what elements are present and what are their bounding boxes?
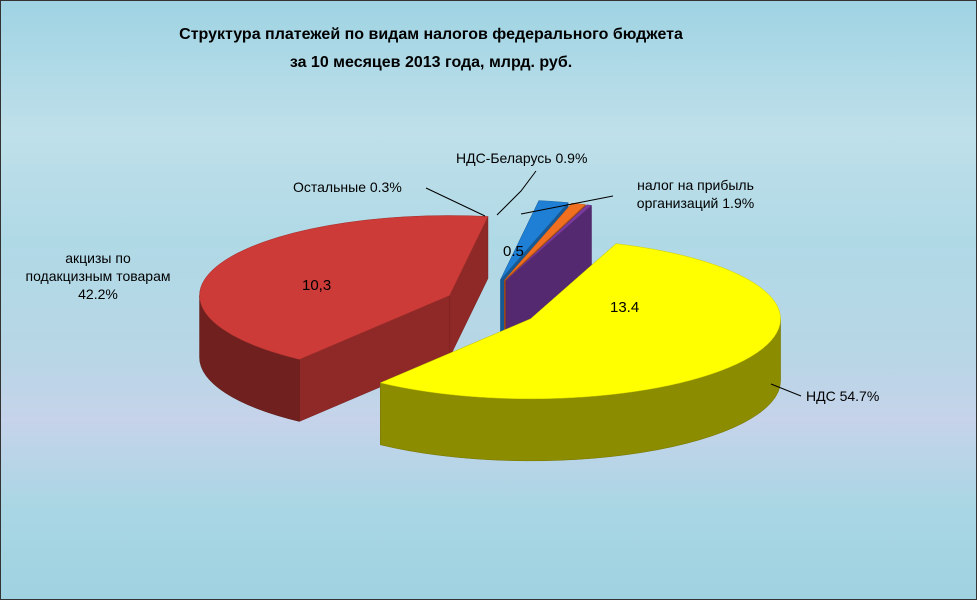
slice [199, 215, 489, 360]
data-label: налог на прибыль организаций 1.9% [613, 176, 778, 212]
percent-label: 0.3% [369, 179, 402, 195]
chart-title: Структура платежей по видам налогов феде… [179, 26, 683, 71]
category-name: налог на прибыль организаций [636, 177, 754, 211]
slice [500, 200, 569, 280]
slice [379, 243, 781, 400]
amount-label: 10,3 [302, 277, 332, 294]
percent-label: 0.9% [555, 150, 588, 166]
category-name: НДС [806, 388, 836, 404]
data-label: НДС-Беларусь 0.9% [456, 149, 587, 167]
leader-line [520, 195, 614, 215]
category-name: Остальные [293, 179, 366, 195]
data-label: акцизы по подакцизным товарам 42.2% [3, 249, 193, 303]
amount-label: 0.5 [503, 243, 524, 260]
percent-label: 54.7% [839, 388, 880, 404]
data-label: Остальные 0.3% [293, 178, 402, 196]
leader-line [496, 170, 537, 216]
percent-label: 1.9% [722, 195, 755, 211]
category-name: НДС-Беларусь [456, 150, 552, 166]
leader-line [425, 187, 486, 217]
data-label: НДС 54.7% [806, 387, 879, 405]
percent-label: 42.2% [78, 286, 118, 302]
leader-line [770, 383, 802, 397]
slice [504, 202, 587, 281]
category-name: акцизы по подакцизным товарам [25, 250, 171, 284]
slice [505, 204, 593, 281]
amount-label: 13.4 [610, 299, 640, 316]
